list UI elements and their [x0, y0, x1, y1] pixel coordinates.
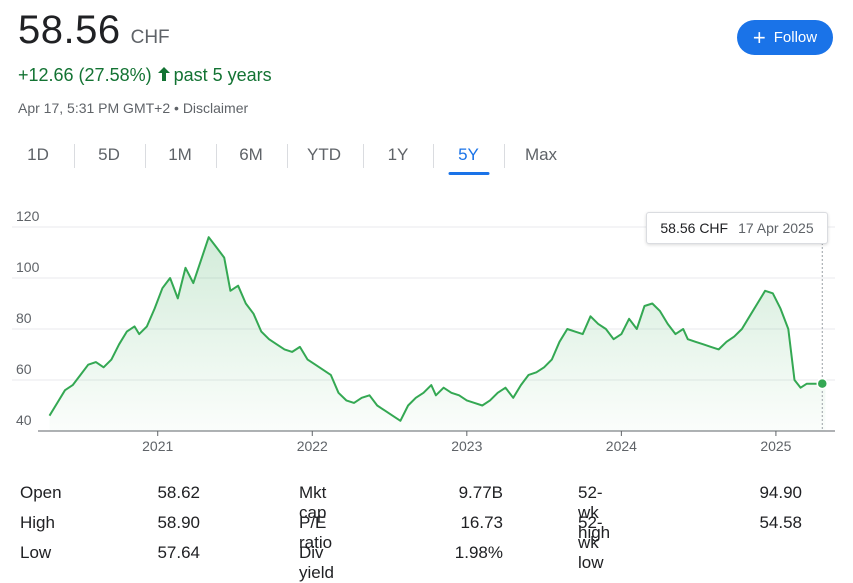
plus-icon: + [752, 24, 766, 50]
follow-button[interactable]: + Follow [737, 20, 833, 55]
tab-label: 5Y [458, 145, 479, 164]
stat-label-low: Low [20, 543, 52, 562]
stat-label-pe: P/E ratio [299, 513, 333, 552]
price-chart[interactable]: 40 60 80 100 120 2021 2022 2023 2024 2025 [0, 195, 853, 465]
tab-label: 1Y [387, 145, 409, 164]
y-tick-label: 100 [16, 259, 40, 275]
tab-1m[interactable]: 1M [160, 140, 200, 172]
x-tick-label: 2024 [606, 438, 637, 454]
tab-label: YTD [307, 145, 341, 164]
stat-value-open: 58.62 [157, 483, 200, 502]
stat-value-low: 57.64 [157, 543, 200, 562]
chart-tooltip: 58.56 CHF 17 Apr 2025 [646, 212, 828, 244]
tab-ytd[interactable]: YTD [300, 140, 348, 172]
change-value: +12.66 (27.58%) [18, 65, 152, 85]
x-tick-label: 2022 [297, 438, 328, 454]
stat-label-52wk-high: 52-wk high [578, 483, 611, 542]
x-tick-label: 2021 [142, 438, 173, 454]
follow-label: Follow [773, 29, 818, 46]
stat-label-high: High [20, 513, 55, 532]
tab-5y[interactable]: 5Y [448, 140, 489, 175]
tab-label: 6M [239, 145, 263, 164]
tab-label: 1D [27, 145, 49, 164]
tab-divider [145, 144, 146, 168]
tab-6m[interactable]: 6M [231, 140, 271, 172]
tab-label: Max [524, 145, 558, 164]
current-price: 58.56 [18, 8, 121, 52]
tab-5d[interactable]: 5D [89, 140, 129, 172]
stat-label-mktcap: Mkt cap [299, 483, 327, 522]
tab-1d[interactable]: 1D [18, 140, 58, 172]
stat-value-pe: 16.73 [460, 513, 503, 532]
tab-label: 1M [168, 145, 192, 164]
y-tick-label: 80 [16, 310, 32, 326]
x-tick-label: 2023 [451, 438, 482, 454]
arrow-up-icon [157, 65, 170, 86]
price-header: 58.56 CHF [18, 8, 170, 53]
x-tick-label: 2025 [760, 438, 791, 454]
y-tick-label: 40 [16, 412, 32, 428]
change-period: past 5 years [173, 65, 272, 85]
price-line [48, 236, 826, 422]
stat-value-high: 58.90 [157, 513, 200, 532]
tab-divider [74, 144, 75, 168]
tab-label: 5D [98, 145, 120, 164]
stat-label-div-yield: Div yield [299, 543, 334, 582]
tab-divider [216, 144, 217, 168]
stat-value-div-yield: 1.98% [454, 543, 503, 562]
price-area-fill [49, 237, 826, 431]
disclaimer-link[interactable]: Disclaimer [182, 100, 249, 116]
tab-1y[interactable]: 1Y [378, 140, 418, 172]
meta-separator: • [174, 100, 179, 116]
stat-value-mktcap: 9.77B [458, 483, 503, 502]
tooltip-price: 58.56 CHF [660, 220, 729, 236]
last-price-point [816, 377, 829, 390]
timestamp: Apr 17, 5:31 PM GMT+2 [18, 100, 171, 116]
currency-label: CHF [130, 27, 170, 48]
price-change: +12.66 (27.58%) past 5 years [18, 65, 272, 86]
y-tick-label: 60 [16, 361, 32, 377]
tab-max[interactable]: Max [519, 140, 563, 172]
tab-divider [287, 144, 288, 168]
active-tab-indicator [448, 172, 489, 175]
stat-label-52wk-low: 52-wk low [578, 513, 604, 572]
tab-divider [504, 144, 505, 168]
tab-divider [363, 144, 364, 168]
stat-label-open: Open [20, 483, 62, 502]
quote-meta: Apr 17, 5:31 PM GMT+2 • Disclaimer [18, 100, 248, 116]
stat-value-52wk-high: 94.90 [759, 483, 802, 502]
stat-value-52wk-low: 54.58 [759, 513, 802, 532]
tab-divider [433, 144, 434, 168]
y-tick-label: 120 [16, 208, 40, 224]
tooltip-date: 17 Apr 2025 [738, 220, 814, 236]
